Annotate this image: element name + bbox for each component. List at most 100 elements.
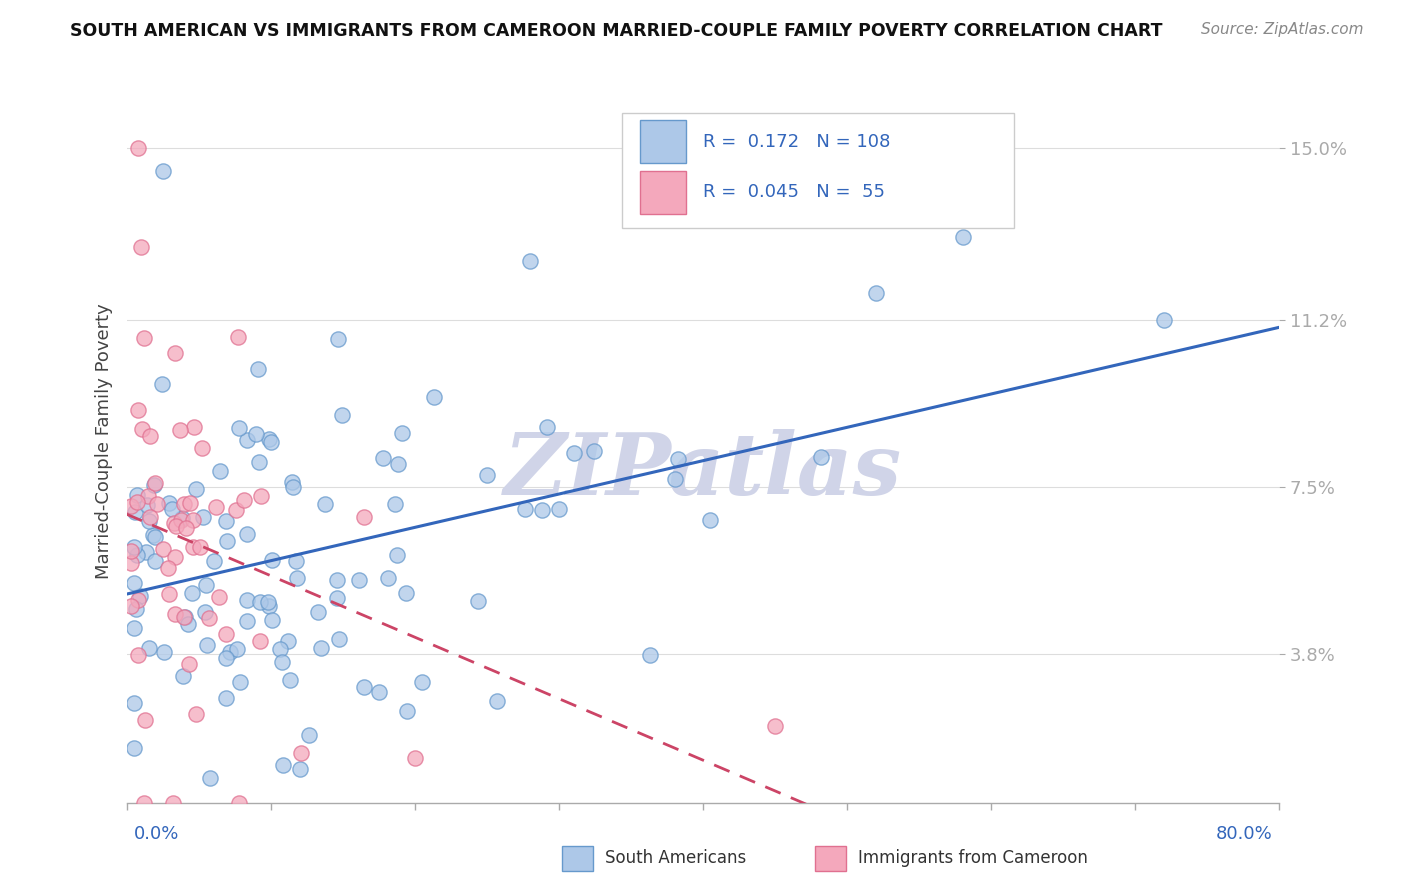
Point xyxy=(163,345,186,359)
Text: R =  0.172   N = 108: R = 0.172 N = 108 xyxy=(703,133,890,151)
Point xyxy=(214,514,236,528)
Point xyxy=(638,648,661,663)
Point xyxy=(138,514,160,528)
Point xyxy=(285,571,308,585)
Point xyxy=(194,605,217,619)
Point xyxy=(142,527,165,541)
Point xyxy=(135,545,157,559)
Point xyxy=(330,408,353,422)
Text: Immigrants from Cameroon: Immigrants from Cameroon xyxy=(858,849,1087,867)
Point xyxy=(181,540,204,554)
Point xyxy=(245,427,267,442)
Point xyxy=(314,497,336,511)
Point xyxy=(477,468,499,483)
Point xyxy=(285,554,308,568)
Point xyxy=(256,595,278,609)
Point xyxy=(257,432,280,446)
Point xyxy=(120,499,142,513)
Point xyxy=(173,610,195,624)
Point xyxy=(179,496,201,510)
Point xyxy=(165,518,187,533)
Point xyxy=(411,674,433,689)
Point xyxy=(530,503,553,517)
Point xyxy=(519,253,541,268)
Point xyxy=(125,602,148,616)
Point xyxy=(404,750,426,764)
Point xyxy=(157,560,180,574)
Point xyxy=(260,553,283,567)
Point xyxy=(328,333,350,347)
Point xyxy=(249,633,271,648)
Point xyxy=(281,479,304,493)
Point xyxy=(146,497,169,511)
Point xyxy=(207,590,229,604)
Point xyxy=(125,548,148,562)
Point xyxy=(328,632,350,647)
Point xyxy=(163,516,186,530)
Point xyxy=(152,163,174,178)
Point xyxy=(174,521,197,535)
Point xyxy=(257,599,280,613)
Point xyxy=(191,510,214,524)
Point xyxy=(188,540,211,554)
Point xyxy=(198,771,221,785)
Point xyxy=(122,621,145,635)
Point xyxy=(290,746,312,760)
Point xyxy=(536,419,558,434)
Point xyxy=(298,728,321,742)
Point xyxy=(184,482,207,496)
Point xyxy=(122,741,145,756)
Point xyxy=(236,526,259,541)
Point xyxy=(347,573,370,587)
Point xyxy=(120,599,142,613)
Point xyxy=(177,617,200,632)
Text: South Americans: South Americans xyxy=(605,849,745,867)
Point xyxy=(326,574,349,588)
Point xyxy=(184,707,207,722)
Point xyxy=(195,638,218,652)
Point xyxy=(247,455,270,469)
Point xyxy=(120,544,142,558)
Point xyxy=(139,428,162,442)
Point xyxy=(367,685,389,699)
Point xyxy=(467,594,489,608)
Point xyxy=(132,796,155,810)
Point xyxy=(395,704,418,718)
Point xyxy=(163,549,186,564)
Point xyxy=(353,510,375,524)
Point xyxy=(131,422,153,436)
Text: R =  0.045   N =  55: R = 0.045 N = 55 xyxy=(703,183,884,202)
Point xyxy=(208,464,231,478)
Point xyxy=(124,505,146,519)
Point xyxy=(177,657,200,671)
Point xyxy=(290,762,312,776)
Y-axis label: Married-Couple Family Poverty: Married-Couple Family Poverty xyxy=(94,303,112,580)
Point xyxy=(195,578,218,592)
Point xyxy=(277,634,299,648)
Point xyxy=(120,556,142,570)
Point xyxy=(236,614,259,628)
Point xyxy=(127,141,149,155)
Point xyxy=(170,513,193,527)
Point xyxy=(250,489,273,503)
Point xyxy=(215,627,238,641)
Point xyxy=(143,554,166,568)
Point xyxy=(183,513,205,527)
Point xyxy=(225,502,247,516)
Point xyxy=(664,472,686,486)
Point xyxy=(197,611,219,625)
Point xyxy=(278,673,301,687)
Bar xyxy=(640,170,686,214)
Point xyxy=(122,576,145,591)
Point xyxy=(228,796,250,810)
Point xyxy=(202,554,225,568)
Point xyxy=(281,475,304,489)
Point xyxy=(309,641,332,656)
Point xyxy=(562,446,585,460)
Point xyxy=(138,641,160,656)
Point xyxy=(865,285,887,300)
Point xyxy=(385,548,408,562)
Point xyxy=(205,500,228,515)
Text: 0.0%: 0.0% xyxy=(134,825,179,843)
Point xyxy=(229,674,252,689)
